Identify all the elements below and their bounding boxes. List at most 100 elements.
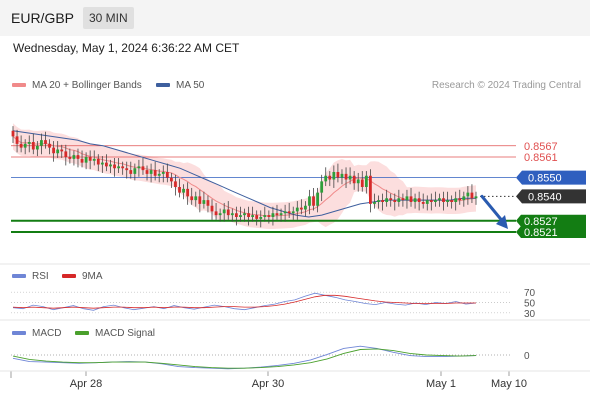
forecast-arrow [480,194,508,229]
candle-body [421,202,425,204]
candle [145,165,149,181]
candle-body [182,188,185,193]
candle-body [454,198,458,202]
candle [133,163,137,181]
candle-body [100,162,104,165]
candle [80,150,84,168]
candle-body [153,170,157,176]
candle [393,193,397,211]
candle [421,193,425,209]
bollinger-band-area [13,123,476,229]
candle [336,163,340,183]
pivot-label: 0.8550 [528,173,562,185]
candle [458,189,462,205]
legend-label: MA 20 + Bollinger Bands [32,80,142,91]
candle-body [320,181,324,193]
candle [344,167,348,188]
candle [31,133,35,155]
candle-body [360,179,364,187]
candle [239,206,242,222]
candle [385,189,389,207]
candle-body [336,172,340,178]
candle [348,167,352,185]
candle [324,167,328,187]
candle [52,141,56,162]
resistance-label: 0.8561 [524,152,558,164]
legend-ma20-bollinger: MA 20 + Bollinger Bands [12,80,142,91]
candle [186,182,190,205]
candle-body [178,187,181,193]
candle [117,157,120,173]
candle-body [255,215,259,219]
candle-body [72,155,76,159]
candle [11,126,15,143]
candle [299,199,303,215]
candle [413,193,417,209]
candle [190,187,194,205]
candle-body [44,140,47,144]
candle [446,191,449,207]
candle [417,191,421,211]
candle-body [433,200,437,202]
candle-body [324,175,328,182]
candle [312,187,315,211]
candle [454,191,458,211]
candle-body [222,209,226,214]
candle-body [243,213,246,216]
candle [308,189,311,215]
candle-body [328,175,332,180]
macd-line [12,345,477,370]
legend-ma50: MA 50 [156,80,204,91]
candle [255,210,259,226]
candle-body [88,157,92,161]
x-axis: Apr 28 Apr 30 May 1 May 10 [10,371,527,390]
candle-body [157,173,161,176]
candle-body [470,192,474,199]
candle [100,156,104,173]
candle-body [194,196,198,201]
candle-body [202,200,206,204]
rsi-line [12,292,477,311]
candle-body [442,198,445,202]
support-tag [516,214,586,227]
legend-swatch [62,274,76,279]
candle [40,133,43,155]
candle-body [186,188,190,197]
candle-body [165,172,169,178]
x-axis-label: May 1 [426,378,456,390]
candle [433,191,437,207]
candle-body [462,196,466,201]
candle [377,195,380,209]
candle-body [117,166,120,169]
candle-body [466,192,470,197]
candle-body [446,200,449,202]
candle-body [145,170,149,174]
candle [226,201,230,220]
candle-body [76,155,80,159]
header-bar: EUR/GBP 30 MIN [0,0,590,36]
candle [352,171,356,190]
candle [222,202,226,222]
candle-body [348,175,352,180]
candle-body [417,198,421,202]
candle-body [84,157,88,163]
candle-body [226,209,230,216]
legend-label: MACD Signal [95,328,156,339]
candle [287,202,291,218]
candle [234,206,238,226]
candle-body [174,181,177,187]
pivot-tag [516,170,586,185]
legend-label: RSI [32,271,49,282]
candle [279,208,283,222]
candle-body [137,166,141,169]
legend-swatch [12,274,26,279]
candle-body [405,196,409,201]
candle-body [210,205,214,212]
interval-button[interactable]: 30 MIN [83,7,134,29]
candle-body [80,158,84,163]
candle [381,193,384,211]
candle-body [316,192,320,206]
